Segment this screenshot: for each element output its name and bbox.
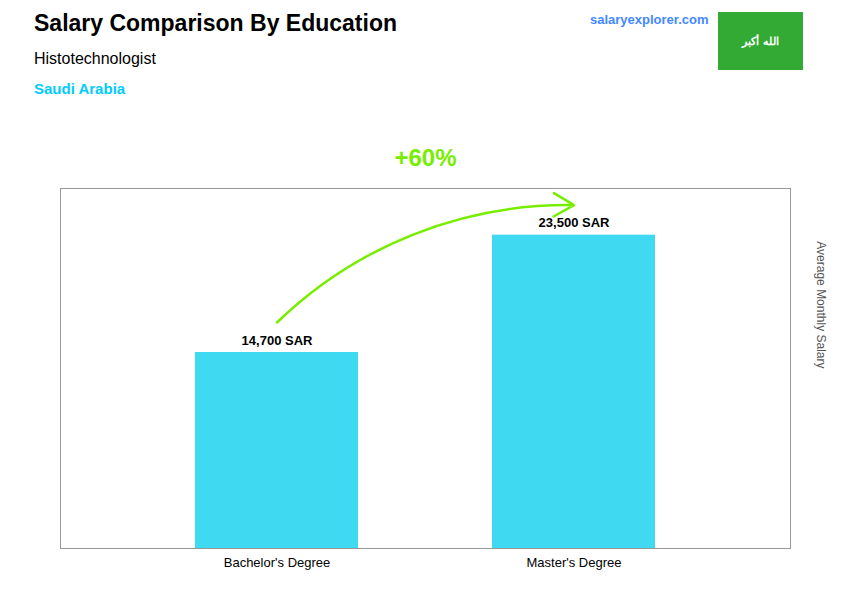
svg-text:Average Monthly Salary: Average Monthly Salary <box>814 241 828 368</box>
html-text:Histotechnologist: Histotechnologist <box>34 50 156 67</box>
html-text:الله أكبر: الله أكبر <box>742 34 779 47</box>
html-text:Saudi Arabia: Saudi Arabia <box>34 80 126 97</box>
svg-text:14,700 SAR: 14,700 SAR <box>242 333 313 348</box>
svg-text:+60%: +60% <box>394 144 456 171</box>
html-text:salaryexplorer.com: salaryexplorer.com <box>590 12 709 27</box>
svg-text:Bachelor's Degree: Bachelor's Degree <box>224 555 331 570</box>
html-text:Salary Comparison By Education: Salary Comparison By Education <box>34 10 397 36</box>
svg-text:23,500 SAR: 23,500 SAR <box>539 215 610 230</box>
svg-text:Master's Degree: Master's Degree <box>527 555 622 570</box>
